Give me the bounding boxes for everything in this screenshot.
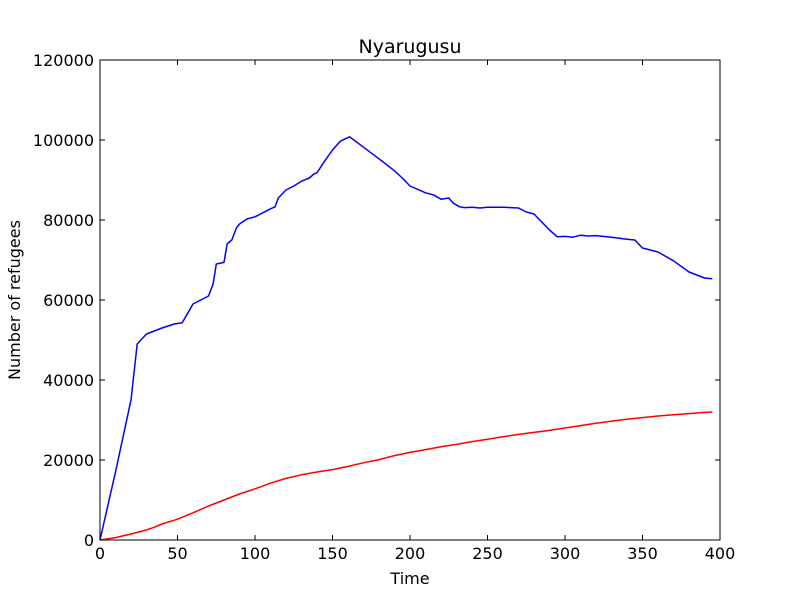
x-tick-label: 250	[472, 544, 503, 563]
x-tick-label: 350	[627, 544, 658, 563]
chart-title: Nyarugusu	[359, 36, 462, 58]
y-tick-label: 120000	[33, 51, 94, 70]
x-tick-label: 400	[705, 544, 736, 563]
y-tick-label: 0	[84, 531, 94, 550]
y-axis-label: Number of refugees	[5, 220, 24, 380]
plot-area	[99, 59, 721, 541]
x-axis-label: Time	[389, 569, 429, 588]
y-tick-label: 20000	[43, 451, 94, 470]
x-axis-ticks: 0 50 100 150 200 250 300 350 400	[95, 60, 735, 563]
y-tick-label: 60000	[43, 291, 94, 310]
x-tick-label: 100	[240, 544, 271, 563]
x-tick-label: 150	[317, 544, 348, 563]
x-tick-label: 200	[395, 544, 426, 563]
series-layer	[99, 136, 713, 541]
series-line-red	[99, 411, 713, 541]
series-line-blue	[99, 136, 713, 541]
plot-frame	[99, 59, 721, 541]
x-tick-label: 300	[550, 544, 581, 563]
y-axis-ticks: 0 20000 40000 60000 80000 100000 120000	[33, 51, 720, 550]
y-tick-label: 100000	[33, 131, 94, 150]
y-tick-label: 80000	[43, 211, 94, 230]
x-tick-label: 0	[95, 544, 105, 563]
y-tick-label: 40000	[43, 371, 94, 390]
x-tick-label: 50	[167, 544, 187, 563]
